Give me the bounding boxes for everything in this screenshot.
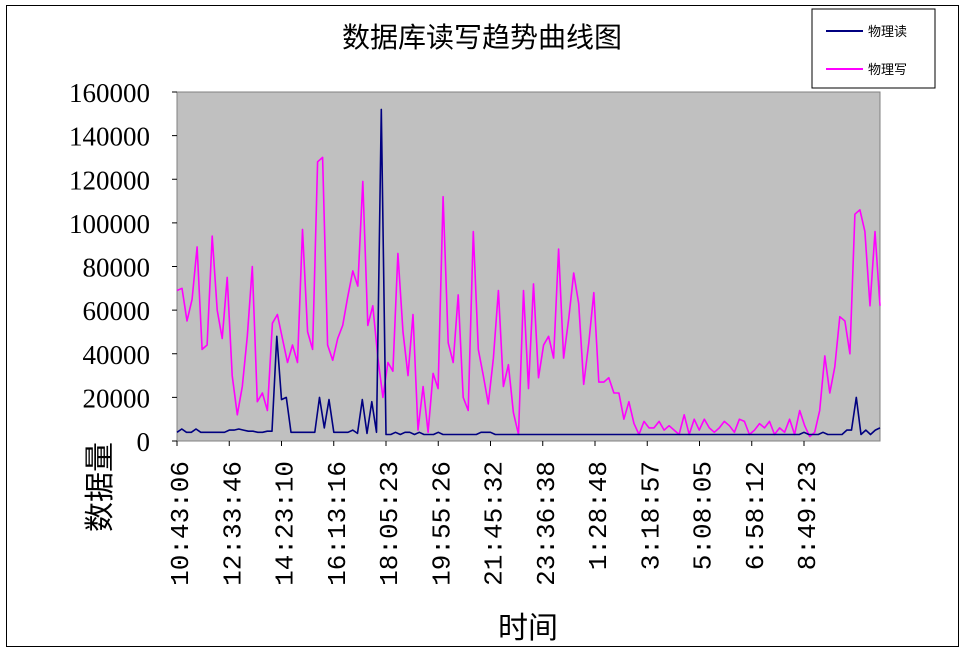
chart-title: 数据库读写趋势曲线图 <box>342 21 622 54</box>
legend-label-read: 物理读 <box>868 25 907 40</box>
x-tick-label: 3:18:57 <box>636 461 666 570</box>
y-tick-label: 140000 <box>69 122 150 152</box>
legend-box <box>811 8 936 89</box>
x-tick-label: 6:58:12 <box>741 461 771 570</box>
legend-label-write: 物理写 <box>868 63 907 78</box>
y-axis-label: 数据量 <box>83 442 118 532</box>
x-tick-label: 18:05:23 <box>375 461 405 586</box>
legend: 物理读 物理写 <box>811 8 936 89</box>
x-tick-label: 16:13:16 <box>323 461 353 586</box>
x-tick-label: 1:28:48 <box>584 461 614 570</box>
x-axis: 10:43:06 12:33:46 14:23:10 16:13:16 18:05:23… <box>166 441 823 586</box>
x-tick-label: 8:49:23 <box>793 461 823 570</box>
series-line-write <box>176 156 881 438</box>
y-tick-label: 120000 <box>69 165 150 195</box>
x-tick-label: 12:33:46 <box>218 461 248 586</box>
y-tick-label: 20000 <box>83 383 151 413</box>
x-tick-label: 21:45:32 <box>480 461 510 586</box>
y-tick-label: 40000 <box>83 340 151 370</box>
y-axis: 0 20000 40000 60000 80000 100000 120000 140000 1… <box>69 78 177 457</box>
x-tick-label: 19:55:26 <box>427 461 457 586</box>
y-tick-label: 0 <box>137 427 151 457</box>
y-tick-label: 160000 <box>69 78 150 108</box>
x-tick-label: 5:08:05 <box>689 461 719 570</box>
x-tick-label: 10:43:06 <box>166 461 196 586</box>
y-tick-label: 80000 <box>83 253 151 283</box>
series-layer <box>176 108 881 438</box>
series-line-read <box>176 108 881 436</box>
x-tick-label: 23:36:38 <box>532 461 562 586</box>
y-tick-label: 100000 <box>69 209 150 239</box>
y-tick-label: 60000 <box>83 296 151 326</box>
x-axis-label: 时间 <box>498 611 558 646</box>
x-tick-label: 14:23:10 <box>271 461 301 586</box>
